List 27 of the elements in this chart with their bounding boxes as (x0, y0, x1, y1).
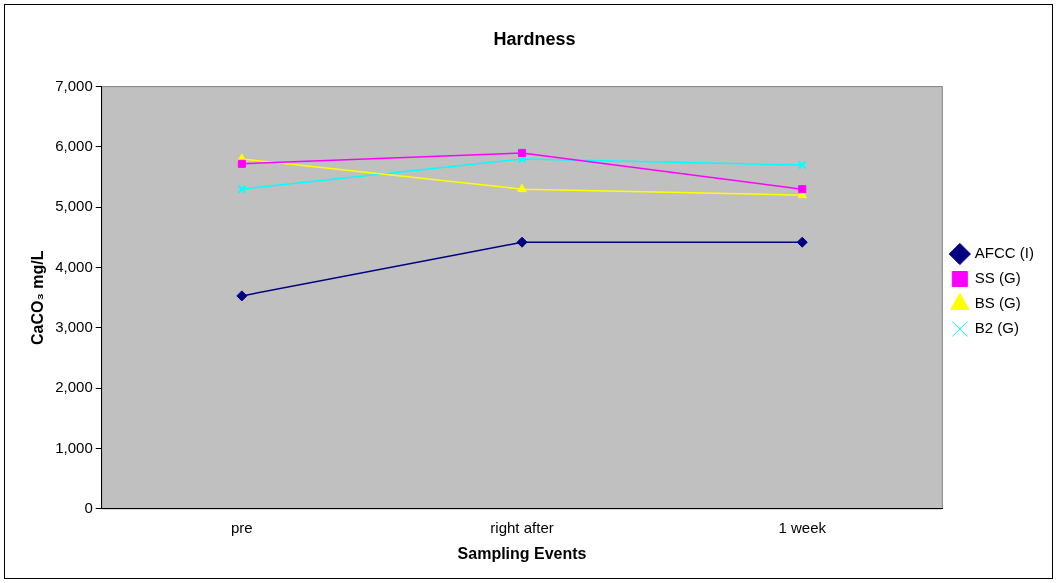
y-axis-title: CaCO₃ mg/L (29, 250, 47, 345)
y-tick-label: 0 (84, 498, 93, 516)
y-tick-label: 5,000 (55, 197, 93, 215)
point (236, 290, 248, 302)
legend-label: B2 (G) (974, 319, 1020, 337)
y-tick-label: 7,000 (55, 76, 93, 94)
point (798, 185, 807, 194)
point (516, 236, 528, 248)
point (797, 160, 807, 170)
legend-label: BS (G) (974, 294, 1021, 312)
y-tick-label: 1,000 (55, 438, 93, 456)
point (237, 184, 247, 194)
y-tick-label: 4,000 (55, 257, 93, 275)
point (237, 159, 246, 168)
point (517, 183, 527, 193)
x-axis-title: Sampling Events (457, 544, 587, 562)
y-tick-label: 6,000 (55, 137, 93, 155)
x-tick-label: 1 week (778, 518, 827, 536)
y-tick-label: 2,000 (55, 378, 93, 396)
y-tick-label: 3,000 (55, 318, 93, 335)
legend-label: SS (G) (974, 269, 1021, 287)
point (518, 148, 527, 157)
chart-title: Hardness (493, 28, 576, 49)
legend-label: AFCC (I) (974, 244, 1035, 262)
x-tick-label: right after (490, 518, 554, 536)
point (796, 236, 808, 248)
x-tick-label: pre (230, 518, 253, 536)
